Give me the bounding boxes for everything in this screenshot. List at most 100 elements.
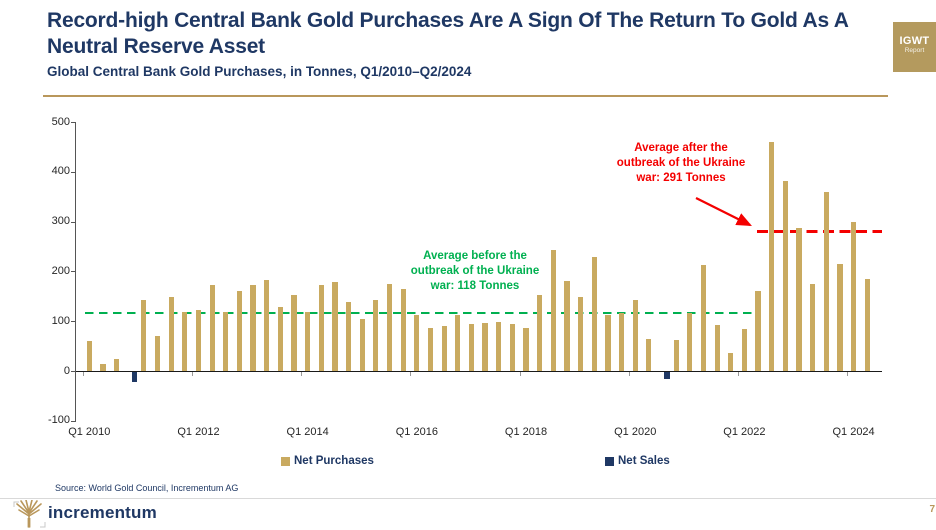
net-purchases-bar [796, 227, 802, 371]
legend-item-net-sales: Net Sales [605, 455, 670, 467]
x-tick-mark [301, 372, 303, 376]
x-tick-label: Q1 2012 [177, 426, 220, 438]
net-purchases-bar [810, 283, 816, 371]
page-title: Record-high Central Bank Gold Purchases … [47, 9, 848, 58]
net-sales-bar [664, 372, 670, 380]
y-axis-line [75, 122, 76, 421]
x-tick-mark [628, 372, 630, 376]
y-tick-mark [70, 271, 76, 273]
footer-divider [0, 498, 936, 499]
net-purchases-bar [441, 326, 447, 371]
net-purchases-bar [537, 294, 543, 371]
x-tick-mark [410, 372, 412, 376]
y-tick-mark [70, 221, 76, 223]
y-tick-label: 100 [51, 314, 70, 327]
source-note: Source: World Gold Council, Incrementum … [55, 483, 239, 493]
net-purchases-bar [769, 142, 775, 371]
net-purchases-bar [632, 300, 638, 371]
avg-after-dashed-line [757, 229, 882, 233]
net-purchases-bar [346, 301, 352, 371]
net-purchases-bar [646, 339, 652, 371]
net-purchases-bar [578, 297, 584, 371]
x-tick-label: Q1 2020 [614, 426, 657, 438]
legend-label-net-sales: Net Sales [618, 455, 670, 467]
net-purchases-bar [277, 307, 283, 371]
net-purchases-swatch-icon [281, 456, 290, 466]
net-purchases-bar [209, 285, 215, 371]
page-number: 7 [929, 504, 935, 515]
net-purchases-bar [455, 315, 461, 371]
x-tick-label: Q1 2016 [395, 426, 438, 438]
net-purchases-bar [782, 180, 788, 371]
net-purchases-bar [100, 363, 106, 371]
net-purchases-bar [332, 281, 338, 371]
x-tick-mark [82, 372, 84, 376]
net-purchases-bar [468, 324, 475, 371]
legend-item-net-purchases: Net Purchases [281, 455, 374, 467]
net-purchases-bar [305, 312, 311, 371]
net-purchases-bar [182, 312, 188, 371]
net-purchases-bar [373, 299, 379, 371]
net-purchases-bar [236, 291, 242, 371]
net-purchases-bar [400, 289, 406, 371]
x-tick-label: Q1 2010 [68, 426, 111, 438]
y-tick-mark [70, 171, 76, 173]
net-purchases-bar [141, 300, 147, 371]
net-purchases-bar [113, 358, 120, 371]
x-tick-mark [847, 372, 849, 376]
net-purchases-bar [714, 325, 720, 371]
x-tick-mark [191, 372, 193, 376]
incrementum-logo [13, 499, 46, 530]
net-sales-swatch-icon [605, 456, 614, 466]
y-tick-label: 300 [51, 215, 70, 228]
x-tick-mark [519, 372, 521, 376]
badge-subtitle: Report [904, 47, 925, 54]
y-tick-label: 500 [51, 115, 70, 128]
net-purchases-bar [414, 315, 420, 371]
net-purchases-bar [86, 341, 92, 371]
y-tick-mark [70, 321, 76, 323]
igwt-report-badge: IGWT Report [893, 22, 936, 72]
net-purchases-bar [496, 321, 502, 371]
net-purchases-bar [359, 319, 365, 371]
legend-label-net-purchases: Net Purchases [294, 455, 374, 467]
x-tick-label: Q1 2018 [504, 426, 548, 438]
avg-after-annotation: Average after the outbreak of the Ukrain… [616, 142, 746, 184]
x-tick-label: Q1 2024 [832, 426, 875, 438]
net-purchases-bar [154, 336, 161, 371]
net-purchases-bar [728, 353, 734, 371]
x-tick-mark [737, 372, 739, 376]
net-purchases-bar [673, 339, 679, 371]
net-purchases-bar [755, 291, 761, 371]
net-purchases-bar [550, 249, 556, 371]
net-purchases-bar [223, 312, 229, 371]
net-purchases-bar [823, 191, 829, 371]
net-purchases-bar [850, 221, 857, 371]
y-tick-mark [70, 122, 76, 123]
avg-before-dashed-line [85, 311, 753, 315]
chart-subtitle: Global Central Bank Gold Purchases, in T… [47, 64, 472, 79]
avg-before-annotation: Average before the outbreak of the Ukrai… [410, 250, 540, 292]
y-tick-label: 0 [63, 364, 70, 377]
net-purchases-bar [509, 324, 515, 371]
net-sales-bar [132, 372, 138, 382]
net-purchases-bar [250, 284, 256, 371]
y-tick-label: -100 [47, 414, 70, 427]
net-purchases-bar [864, 279, 870, 371]
net-purchases-bar [195, 309, 202, 371]
net-purchases-bar [564, 281, 570, 371]
x-tick-label: Q1 2022 [723, 426, 766, 438]
y-tick-label: 400 [51, 165, 70, 178]
net-purchases-bar [318, 285, 324, 371]
net-purchases-bar [168, 296, 174, 371]
net-purchases-bar [386, 283, 393, 371]
net-purchases-bar [741, 328, 747, 371]
y-tick-mark [70, 420, 76, 422]
tree-icon [13, 499, 46, 528]
y-tick-mark [70, 371, 76, 372]
net-purchases-bar [837, 263, 843, 371]
net-purchases-bar [427, 328, 434, 371]
x-axis-baseline [75, 370, 882, 372]
